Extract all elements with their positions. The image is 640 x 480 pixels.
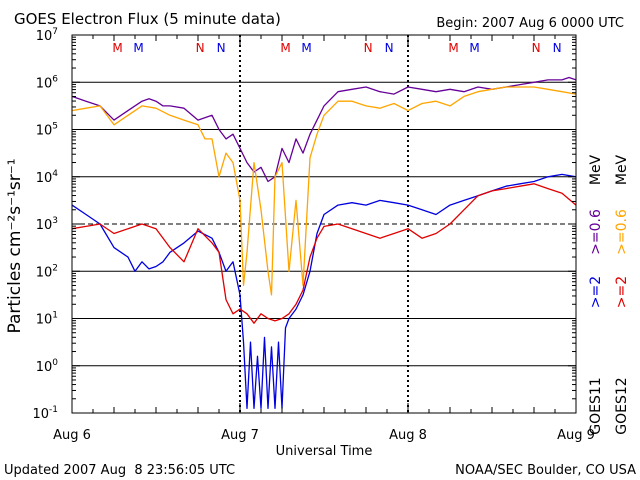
x-tick-label-3: Aug 9 <box>557 428 595 443</box>
y-tick-label-3: 104 <box>36 169 59 186</box>
marker-11: N <box>553 41 562 55</box>
y-tick-label-7: 100 <box>36 358 59 375</box>
marker-3: N <box>217 41 226 55</box>
x-tick-label-1: Aug 7 <box>221 428 259 443</box>
y-tick-label-5: 102 <box>36 263 58 280</box>
marker-2: N <box>196 41 205 55</box>
x-axis-ticks: Aug 6 Aug 7 Aug 8 Aug 9 <box>53 35 595 443</box>
series-lines <box>71 76 577 409</box>
x-axis-label: Universal Time <box>276 444 373 459</box>
legend-label-1-bottom: >=2 <box>588 276 604 308</box>
y-tick-label-0: 107 <box>36 27 58 44</box>
y-tick-label-6: 101 <box>36 311 58 328</box>
updated-timestamp: Updated 2007 Aug 8 23:56:05 UTC <box>4 463 235 478</box>
legend-label-2-bottom: >=2 <box>614 276 630 308</box>
marker-10: N <box>532 41 541 55</box>
x-tick-label-2: Aug 8 <box>389 428 427 443</box>
y-tick-exponent-0: 7 <box>52 27 58 37</box>
y-tick-exponent-5: 2 <box>52 263 58 273</box>
x-tick-label-0: Aug 6 <box>53 428 91 443</box>
y-tick-label-2: 105 <box>36 122 58 139</box>
series-line-2 <box>71 173 577 409</box>
begin-label: Begin: 2007 Aug 6 0000 UTC <box>436 16 624 31</box>
legend-label-1-top: MeV <box>588 154 604 185</box>
y-tick-label-4: 103 <box>36 216 58 233</box>
y-axis-label: Particles cm⁻²s⁻¹sr⁻¹ <box>5 158 25 333</box>
grid-lines <box>72 81 576 367</box>
y-tick-label-1: 106 <box>36 74 59 91</box>
y-tick-exponent-8: -1 <box>49 405 58 415</box>
series-line-0 <box>71 76 577 183</box>
chart-title: GOES Electron Flux (5 minute data) <box>14 10 281 28</box>
legend-label-2-sat: GOES12 <box>614 377 630 434</box>
marker-4: M <box>280 41 290 55</box>
y-tick-exponent-3: 4 <box>52 169 58 179</box>
day-boundary-lines <box>239 35 409 413</box>
legend-labels: >=2 >=0.6 MeV GOES11 >=2 >=0.6 MeV GOES12 <box>588 154 630 434</box>
series-line-1 <box>71 86 577 296</box>
legend-label-1-middle: >=0.6 <box>588 209 604 255</box>
marker-7: N <box>385 41 394 55</box>
marker-1: M <box>133 41 143 55</box>
y-tick-exponent-6: 1 <box>52 311 58 321</box>
marker-9: M <box>469 41 479 55</box>
legend-label-2-middle: >=0.6 <box>614 209 630 255</box>
credit-label: NOAA/SEC Boulder, CO USA <box>455 463 636 478</box>
y-tick-exponent-7: 0 <box>52 358 58 368</box>
marker-8: M <box>448 41 458 55</box>
marker-6: N <box>364 41 373 55</box>
y-tick-exponent-4: 3 <box>52 216 58 226</box>
y-tick-exponent-1: 6 <box>52 74 58 84</box>
marker-0: M <box>112 41 122 55</box>
legend-label-1-sat: GOES11 <box>588 377 604 434</box>
marker-5: M <box>301 41 311 55</box>
y-tick-label-8: 10-1 <box>32 405 58 422</box>
y-tick-exponent-2: 5 <box>52 122 58 132</box>
series-line-3 <box>71 183 577 324</box>
legend-label-2-top: MeV <box>614 154 630 185</box>
